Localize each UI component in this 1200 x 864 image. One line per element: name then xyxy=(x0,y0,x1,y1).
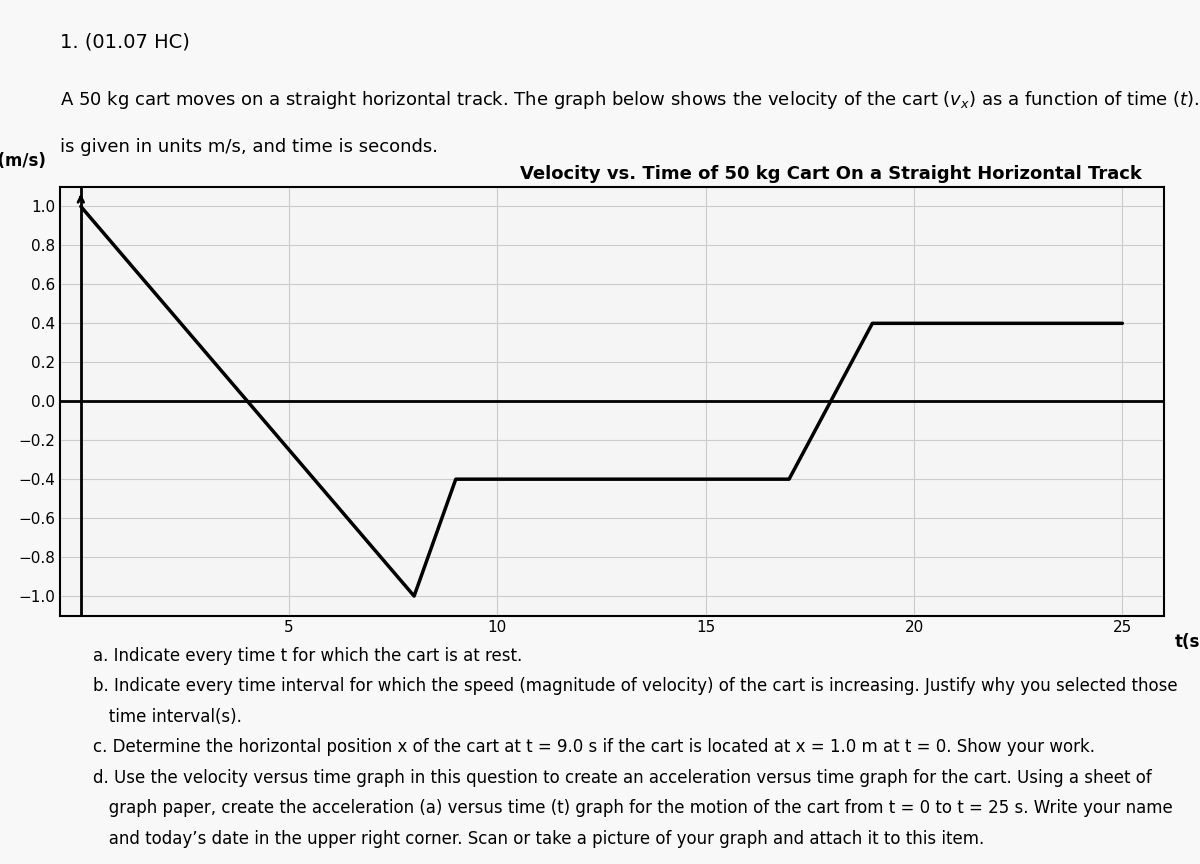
Text: and today’s date in the upper right corner. Scan or take a picture of your graph: and today’s date in the upper right corn… xyxy=(94,830,984,848)
Text: a. Indicate every time t for which the cart is at rest.: a. Indicate every time t for which the c… xyxy=(94,647,522,664)
Text: Vₓ (m/s): Vₓ (m/s) xyxy=(0,152,46,170)
Text: d. Use the velocity versus time graph in this question to create an acceleration: d. Use the velocity versus time graph in… xyxy=(94,769,1152,787)
Text: A 50 kg cart moves on a straight horizontal track. The graph below shows the vel: A 50 kg cart moves on a straight horizon… xyxy=(60,89,1200,111)
Text: c. Determine the horizontal position x of the cart at t = 9.0 s if the cart is l: c. Determine the horizontal position x o… xyxy=(94,739,1096,756)
Text: Velocity vs. Time of 50 kg Cart On a Straight Horizontal Track: Velocity vs. Time of 50 kg Cart On a Str… xyxy=(520,165,1142,182)
Text: t(s): t(s) xyxy=(1175,632,1200,651)
Text: time interval(s).: time interval(s). xyxy=(94,708,242,726)
Text: graph paper, create the acceleration (a) versus time (t) graph for the motion of: graph paper, create the acceleration (a)… xyxy=(94,799,1172,817)
Text: 1. (01.07 HC): 1. (01.07 HC) xyxy=(60,33,190,52)
Text: is given in units m/s, and time is seconds.: is given in units m/s, and time is secon… xyxy=(60,138,438,156)
Text: b. Indicate every time interval for which the speed (magnitude of velocity) of t: b. Indicate every time interval for whic… xyxy=(94,677,1177,696)
